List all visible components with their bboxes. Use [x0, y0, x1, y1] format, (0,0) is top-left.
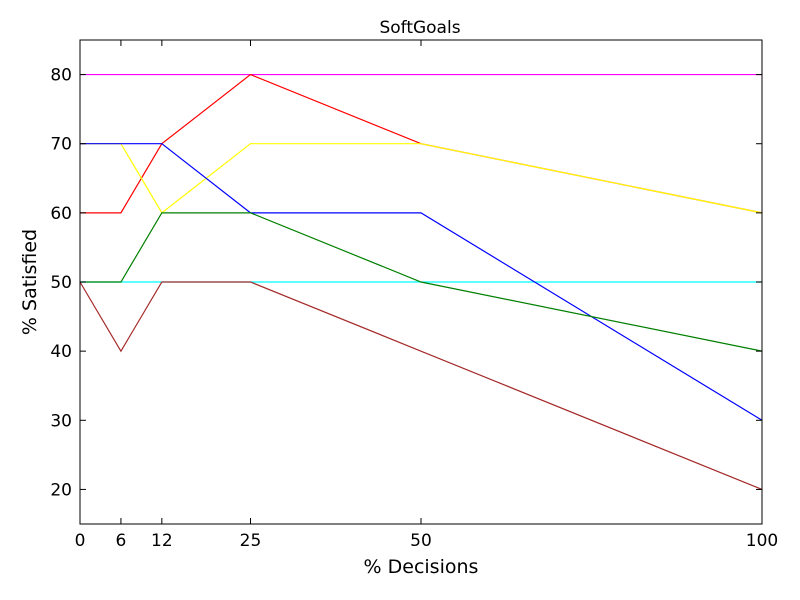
y-axis-label: % Satisfied [19, 229, 41, 335]
x-tick-label: 0 [75, 531, 86, 551]
series-line-5 [80, 212, 763, 352]
x-tick-label: 100 [746, 531, 778, 551]
y-tick-label: 30 [50, 411, 72, 431]
series-line-6 [79, 281, 763, 490]
series-layer [79, 73, 763, 490]
x-tick-label: 25 [240, 531, 262, 551]
chart-title: SoftGoals [379, 18, 460, 38]
x-tick-label: 12 [151, 531, 173, 551]
x-tick-label: 6 [116, 531, 127, 551]
y-tick-label: 80 [50, 66, 72, 86]
y-tick-label: 50 [50, 273, 72, 293]
series-line-4 [80, 143, 763, 421]
ticks-layer: 0 6 12 25 50 100 20 30 40 50 60 70 80 [50, 40, 778, 551]
x-tick-label: 50 [410, 531, 432, 551]
series-line-3 [80, 143, 763, 214]
y-tick-label: 70 [50, 135, 72, 155]
y-tick-label: 20 [50, 480, 72, 500]
y-tick-label: 40 [50, 342, 72, 362]
x-axis-label: % Decisions [364, 556, 479, 578]
y-tick-label: 60 [50, 204, 72, 224]
